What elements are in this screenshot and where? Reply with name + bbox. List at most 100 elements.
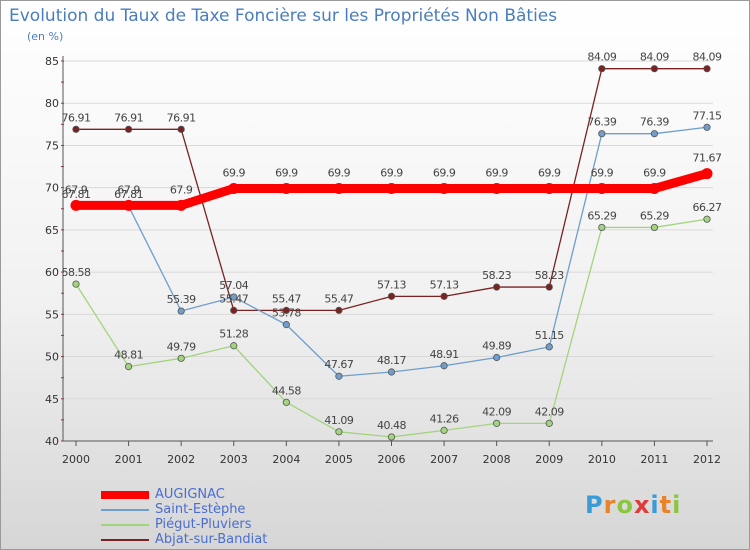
data-label: 55.47: [272, 292, 301, 305]
data-label: 41.26: [430, 412, 459, 425]
data-label: 71.67: [693, 152, 722, 165]
data-point: [72, 125, 80, 133]
data-label: 47.67: [324, 358, 353, 371]
data-point: [124, 363, 133, 371]
data-label: 67.9: [117, 183, 140, 196]
data-label: 44.58: [272, 384, 301, 397]
data-point: [175, 199, 187, 211]
data-point: [493, 353, 501, 362]
data-label: 57.13: [430, 278, 459, 291]
data-point: [387, 433, 396, 441]
logo-letter: P: [585, 491, 604, 519]
data-label: 69.9: [538, 167, 561, 180]
legend-label: AUGIGNAC: [155, 487, 225, 502]
x-tick-label: 2002: [167, 453, 195, 466]
data-label: 69.9: [591, 167, 614, 180]
logo-letter: o: [616, 491, 634, 519]
data-label: 55.47: [324, 292, 353, 305]
data-label: 48.81: [114, 349, 143, 362]
x-tick-label: 2000: [62, 453, 90, 466]
y-tick-label: 45: [45, 393, 59, 406]
y-tick-label: 60: [45, 266, 59, 279]
data-point: [650, 130, 659, 138]
data-point: [545, 419, 553, 427]
x-tick-label: 2001: [115, 453, 143, 466]
logo-letter: t: [659, 491, 673, 519]
data-label: 69.9: [328, 167, 351, 180]
legend-swatch: [101, 523, 149, 526]
y-tick-label: 50: [45, 351, 59, 364]
logo-letter: i: [672, 491, 682, 519]
y-tick-label: 85: [45, 55, 59, 68]
data-point: [545, 343, 553, 351]
data-label: 55.39: [167, 293, 196, 306]
x-tick-label: 2003: [220, 453, 248, 466]
data-label: 65.29: [640, 209, 669, 222]
data-label: 67.81: [62, 188, 91, 201]
data-label: 69.9: [433, 167, 456, 180]
x-tick-label: 2012: [693, 453, 721, 466]
legend-item: AUGIGNAC: [101, 487, 267, 502]
chart-title: Evolution du Taux de Taxe Foncière sur l…: [9, 6, 558, 26]
data-point: [177, 125, 185, 133]
data-point: [230, 306, 238, 314]
data-point: [493, 283, 501, 291]
legend-item: Piégut-Pluviers: [101, 517, 267, 532]
data-label: 67.9: [65, 183, 88, 196]
data-label: 69.9: [223, 167, 246, 180]
data-point: [598, 130, 606, 138]
data-point: [440, 426, 448, 434]
data-label: 42.09: [482, 405, 511, 418]
data-label: 84.09: [587, 51, 616, 64]
data-label: 69.9: [485, 167, 508, 180]
data-label: 76.91: [114, 111, 143, 124]
data-point: [650, 65, 659, 73]
data-point: [491, 183, 503, 195]
data-point: [228, 183, 240, 195]
data-point: [333, 183, 345, 195]
data-point: [387, 292, 396, 300]
data-point: [177, 354, 185, 362]
y-tick-label: 75: [45, 139, 59, 152]
y-tick-label: 40: [45, 435, 59, 448]
data-label: 42.09: [535, 405, 564, 418]
legend: AUGIGNAC Saint-Estèphe Piégut-Pluviers Abja…: [101, 487, 267, 547]
data-point: [177, 307, 185, 315]
data-label: 58.58: [62, 266, 91, 279]
data-point: [701, 168, 713, 180]
data-point: [282, 306, 290, 314]
data-label: 69.9: [275, 167, 298, 180]
x-tick-label: 2006: [378, 453, 406, 466]
y-axis-unit-label: (en %): [27, 30, 64, 43]
data-point: [282, 398, 290, 406]
data-label: 57.04: [219, 279, 248, 292]
data-label: 51.28: [219, 328, 248, 341]
logo-letter: r: [603, 491, 617, 519]
logo-letter: i: [650, 491, 660, 519]
legend-label: Saint-Estèphe: [155, 502, 246, 517]
data-label: 57.13: [377, 278, 406, 291]
data-label: 49.89: [482, 339, 511, 352]
data-label: 76.91: [167, 111, 196, 124]
data-point: [703, 123, 711, 131]
data-label: 66.27: [693, 201, 722, 214]
legend-swatch: [101, 538, 149, 541]
data-point: [335, 428, 343, 436]
data-point: [440, 292, 448, 300]
data-label: 84.09: [640, 51, 669, 64]
legend-swatch: [101, 490, 149, 499]
data-point: [650, 223, 659, 232]
data-point: [703, 215, 711, 223]
data-label: 48.17: [377, 354, 406, 367]
data-point: [387, 368, 396, 376]
y-tick-label: 55: [45, 308, 59, 321]
data-label: 76.91: [62, 111, 91, 124]
data-point: [124, 125, 133, 133]
data-label: 84.09: [693, 51, 722, 64]
series-line-1: [75, 126, 708, 377]
series-data-labels: 67.9 67.9 67.9 69.9 69.9 69.9 69.9 69.9 69.9 69.9…: [62, 51, 723, 432]
data-point: [545, 283, 553, 291]
proxiti-logo: Proxiti: [585, 491, 681, 519]
data-label: 67.9: [170, 183, 193, 196]
